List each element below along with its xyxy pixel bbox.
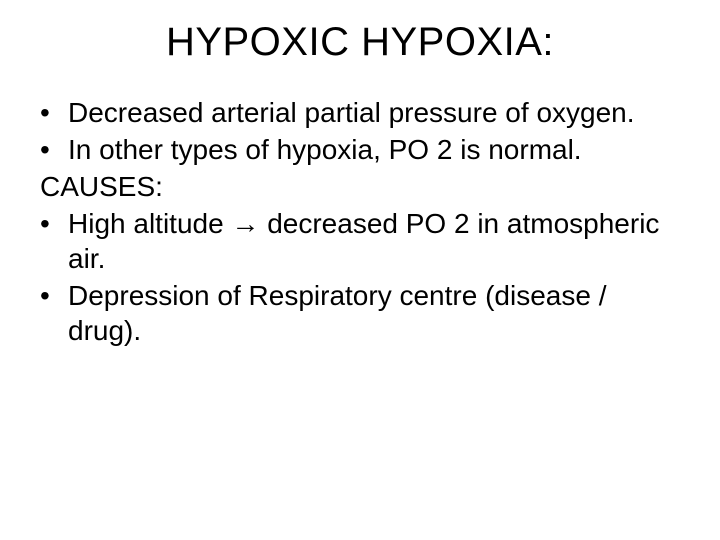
bullet-item: • Depression of Respiratory centre (dise… <box>40 278 680 348</box>
bullet-item: • In other types of hypoxia, PO 2 is nor… <box>40 132 680 167</box>
causes-heading: CAUSES: <box>40 169 680 204</box>
slide: HYPOXIC HYPOXIA: • Decreased arterial pa… <box>0 0 720 540</box>
bullet-dot-icon: • <box>40 95 68 130</box>
bullet-item: • High altitude → decreased PO 2 in atmo… <box>40 206 680 276</box>
slide-title: HYPOXIC HYPOXIA: <box>40 20 680 65</box>
bullet-item: • Decreased arterial partial pressure of… <box>40 95 680 130</box>
bullet-text: High altitude → decreased PO 2 in atmosp… <box>68 206 680 276</box>
bullet-text: Decreased arterial partial pressure of o… <box>68 95 680 130</box>
bullet-dot-icon: • <box>40 132 68 167</box>
bullet-text: Depression of Respiratory centre (diseas… <box>68 278 680 348</box>
bullet-text: In other types of hypoxia, PO 2 is norma… <box>68 132 680 167</box>
bullet-dot-icon: • <box>40 206 68 276</box>
slide-body: • Decreased arterial partial pressure of… <box>40 95 680 348</box>
bullet-dot-icon: • <box>40 278 68 348</box>
